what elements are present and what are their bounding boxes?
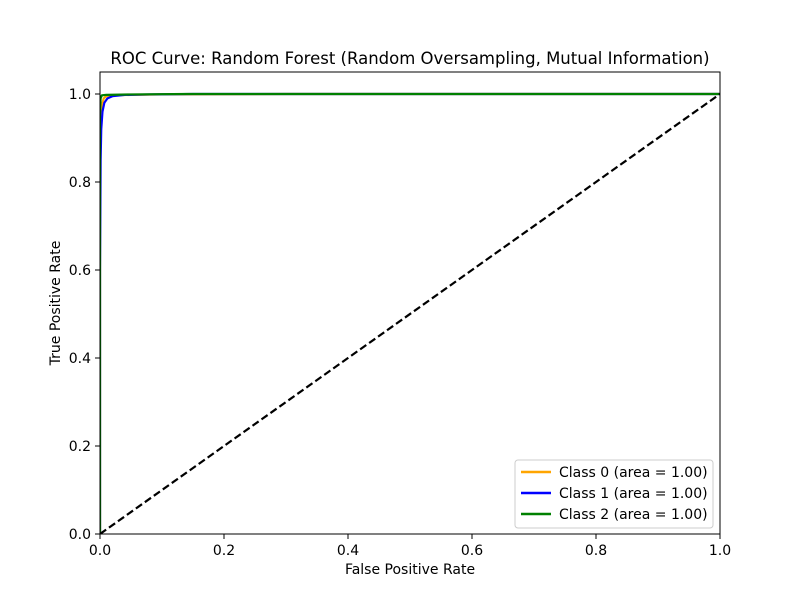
y-tick-label: 0.6 [69, 263, 91, 279]
legend-box [514, 459, 714, 529]
plot-frame [99, 71, 721, 535]
x-tick-label: 0.4 [337, 543, 359, 559]
chance-diagonal-line [100, 93, 720, 534]
x-tick-label: 1.0 [709, 543, 731, 559]
x-axis-ticks: 0.0 0.2 0.4 0.6 0.8 1.0 [89, 534, 731, 559]
y-tick-label: 1.0 [69, 87, 91, 103]
y-tick-label: 0.0 [69, 527, 91, 543]
x-axis-title: False Positive Rate [345, 562, 475, 578]
x-tick-label: 0.0 [89, 543, 111, 559]
x-tick-label: 0.8 [585, 543, 607, 559]
x-tick-label: 0.6 [461, 543, 483, 559]
y-axis-title: True Positive Rate [48, 241, 64, 367]
y-axis-ticks: 0.0 0.2 0.4 0.6 0.8 1.0 [69, 87, 100, 543]
chart-title: ROC Curve: Random Forest (Random Oversam… [110, 49, 709, 68]
legend-label-class-1: Class 1 (area = 1.00) [559, 486, 708, 502]
legend-label-class-2: Class 2 (area = 1.00) [559, 507, 708, 523]
y-tick-label: 0.4 [69, 351, 91, 367]
legend: Class 0 (area = 1.00) Class 1 (area = 1.0… [514, 459, 714, 529]
x-tick-label: 0.2 [213, 543, 235, 559]
y-tick-label: 0.2 [69, 439, 91, 455]
y-tick-label: 0.8 [69, 175, 91, 191]
legend-label-class-0: Class 0 (area = 1.00) [559, 465, 708, 481]
